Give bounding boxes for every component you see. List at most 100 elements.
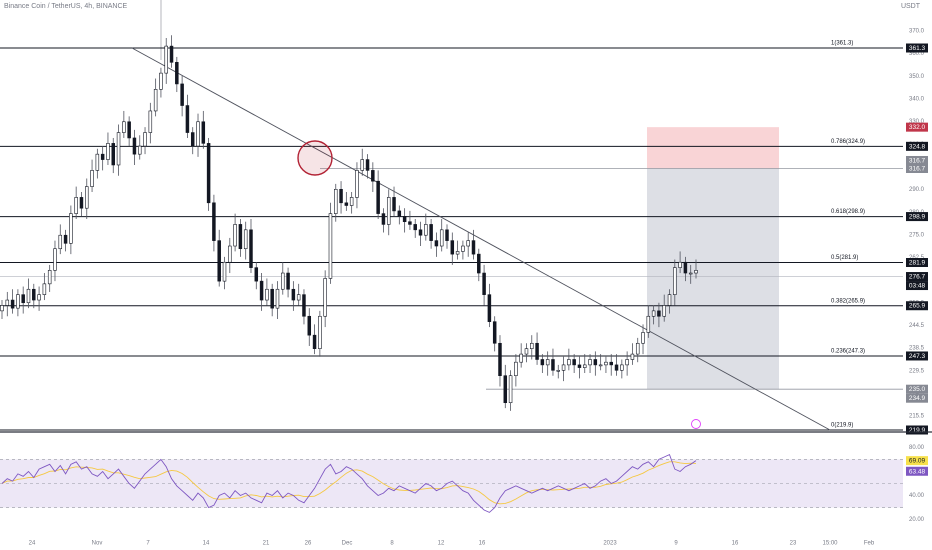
entry-price-badge-bg <box>906 163 928 173</box>
price-axis-tick: 330.0 <box>909 119 925 125</box>
fib-level-label: 0(219.9) <box>831 423 853 429</box>
candle-body <box>254 267 259 282</box>
candle-body <box>281 272 285 290</box>
candle-body <box>577 364 582 368</box>
candle-body <box>413 224 417 231</box>
candle-body <box>514 361 518 376</box>
candle-body <box>583 364 587 368</box>
candle-body <box>296 294 301 301</box>
candle-body <box>424 224 428 236</box>
time-axis-tick: Dec <box>342 541 353 547</box>
candle-body <box>148 110 153 133</box>
entry-price-badge-top-bg <box>906 155 928 165</box>
candle-body <box>85 186 89 209</box>
fib-price-badge: 219.9 <box>909 427 926 434</box>
candle-body <box>503 375 508 404</box>
rsi-ma-badge: 63.48 <box>909 468 926 475</box>
candle-body <box>646 315 651 333</box>
highlight-circle <box>297 140 333 176</box>
stop-price-badge: 332.0 <box>909 124 926 131</box>
candle-body <box>418 229 423 236</box>
time-axis-tick: 12 <box>438 541 445 547</box>
candle-body <box>620 364 624 371</box>
candle-body <box>455 251 460 255</box>
fib-level-label: 0.618(298.9) <box>831 209 865 215</box>
candle-body <box>111 143 115 166</box>
time-axis-tick: Feb <box>864 541 875 547</box>
countdown-badge-bg <box>906 281 928 291</box>
time-axis-tick: 2023 <box>603 541 617 547</box>
candle-body <box>678 261 682 268</box>
time-axis-tick: 21 <box>263 541 270 547</box>
currency-label: USDT <box>900 3 920 10</box>
rsi-ma-line <box>1 461 697 505</box>
rsi-ma-badge-bg <box>906 466 928 476</box>
target-price-badge-lower: 234.9 <box>909 395 926 402</box>
candle-body <box>243 229 248 250</box>
candle-body <box>10 299 15 309</box>
candle-body <box>21 294 25 304</box>
candle-body <box>37 294 41 301</box>
rsi-value-badge: 69.09 <box>909 458 926 465</box>
candle-body <box>95 153 100 171</box>
event-marker-icon <box>691 419 701 429</box>
candle-body <box>657 310 661 317</box>
candle-body <box>63 234 68 244</box>
time-axis-tick: 14 <box>203 541 210 547</box>
candle-body <box>355 170 359 198</box>
candle-body <box>688 272 693 275</box>
candle-body <box>318 315 322 349</box>
candle-body <box>508 375 513 404</box>
candle-body <box>381 213 386 225</box>
candle-body <box>265 288 269 301</box>
candle-body <box>16 294 20 309</box>
price-axis-tick: 238.5 <box>909 346 925 352</box>
candle-body <box>137 145 142 155</box>
candle-body <box>116 132 121 166</box>
fib-price-badge-bg <box>906 351 928 361</box>
candle-body <box>376 180 380 214</box>
target-zone <box>647 168 779 390</box>
fib-price-badge-bg <box>906 425 928 435</box>
candle-body <box>625 359 629 366</box>
candle-body <box>535 342 539 360</box>
candle-body <box>286 272 290 290</box>
candle-body <box>593 359 598 366</box>
candle-body <box>249 229 253 268</box>
fib-price-badge: 247.3 <box>909 353 926 360</box>
candle-body <box>106 143 110 160</box>
candle-body <box>635 342 640 355</box>
candle-body <box>69 213 73 244</box>
candle-body <box>122 121 126 133</box>
candle-body <box>492 321 497 344</box>
candle-body <box>402 216 407 223</box>
candle-body <box>47 270 52 285</box>
candle-body <box>26 288 31 304</box>
price-axis-tick: 340.0 <box>909 97 925 103</box>
candle-body <box>408 221 412 225</box>
candle-body <box>206 143 211 204</box>
candle-body <box>196 121 200 147</box>
fib-price-badge: 281.9 <box>909 260 926 267</box>
candle-body <box>53 248 57 271</box>
candle-body <box>434 240 439 247</box>
fib-price-badge-bg <box>906 258 928 268</box>
entry-price-badge-top: 316.7 <box>909 158 926 165</box>
time-axis-tick: 23 <box>790 541 797 547</box>
candle-body <box>228 245 232 263</box>
fib-price-badge: 361.3 <box>909 45 926 52</box>
fib-level-label: 1(361.3) <box>831 41 853 47</box>
candle-body <box>291 288 296 301</box>
time-axis-tick: 24 <box>29 541 36 547</box>
candle-body <box>519 353 523 363</box>
candle-body <box>551 359 555 371</box>
candle-body <box>392 197 396 212</box>
candle-body <box>588 359 592 366</box>
candle-body <box>386 197 391 225</box>
candle-body <box>439 229 444 247</box>
candle-body <box>683 261 688 274</box>
fib-price-badge: 265.9 <box>909 303 926 310</box>
target-price-badge: 235.0 <box>909 386 926 393</box>
candle-body <box>185 105 190 133</box>
